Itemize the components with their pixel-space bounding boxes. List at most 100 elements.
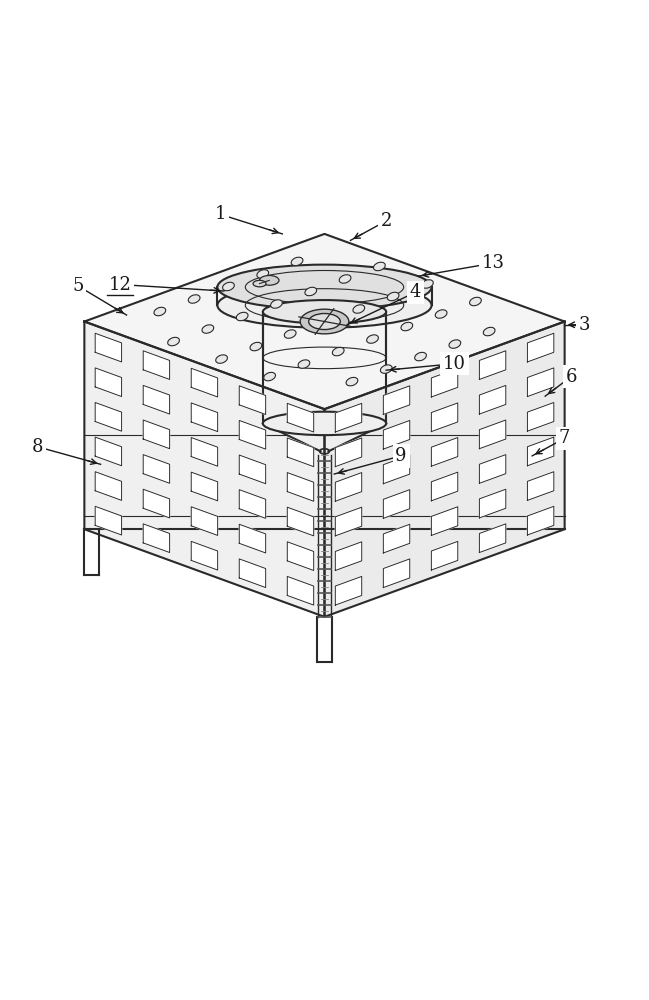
Ellipse shape [401,322,413,331]
Polygon shape [336,507,361,536]
Ellipse shape [387,292,399,301]
Ellipse shape [260,275,279,285]
Ellipse shape [484,327,495,336]
Text: 12: 12 [108,276,132,294]
Ellipse shape [291,257,303,266]
Polygon shape [528,506,554,535]
Polygon shape [336,542,361,570]
Polygon shape [336,576,361,605]
Polygon shape [528,437,554,466]
Ellipse shape [167,337,179,346]
Polygon shape [336,473,361,501]
Polygon shape [432,507,458,535]
Ellipse shape [380,365,392,373]
Ellipse shape [217,283,432,328]
Polygon shape [384,524,410,553]
Ellipse shape [332,347,344,356]
Polygon shape [191,541,217,570]
Text: 10: 10 [443,355,466,373]
Ellipse shape [449,340,461,348]
Polygon shape [480,420,506,449]
Polygon shape [239,524,265,553]
Ellipse shape [339,275,351,283]
Ellipse shape [435,310,447,318]
Polygon shape [191,472,217,501]
Polygon shape [384,490,410,518]
Ellipse shape [253,280,266,287]
Polygon shape [432,403,458,432]
Text: 13: 13 [482,254,505,272]
Ellipse shape [284,330,296,338]
Polygon shape [263,423,386,451]
Polygon shape [384,559,410,588]
Polygon shape [191,438,217,466]
Polygon shape [480,489,506,518]
Text: 6: 6 [565,368,577,386]
Polygon shape [95,333,121,362]
Polygon shape [239,455,265,484]
Polygon shape [432,368,458,397]
Polygon shape [480,351,506,379]
Ellipse shape [215,355,227,363]
Ellipse shape [257,270,269,278]
Ellipse shape [367,335,378,343]
Polygon shape [143,489,169,518]
Polygon shape [239,490,265,518]
Polygon shape [432,438,458,466]
Polygon shape [239,386,265,414]
Polygon shape [528,472,554,500]
Polygon shape [480,455,506,483]
Polygon shape [480,524,506,553]
Polygon shape [336,403,361,432]
Polygon shape [95,368,121,397]
Polygon shape [432,472,458,501]
Polygon shape [384,386,410,414]
Polygon shape [84,322,324,617]
Polygon shape [95,472,121,500]
Polygon shape [84,234,565,409]
Polygon shape [528,333,554,362]
Text: 5: 5 [72,277,84,295]
Polygon shape [143,524,169,553]
Polygon shape [432,541,458,570]
Text: 3: 3 [578,316,590,334]
Polygon shape [191,403,217,432]
Text: 1: 1 [215,205,227,223]
Polygon shape [336,438,361,467]
Polygon shape [288,542,313,570]
Polygon shape [324,322,565,617]
Ellipse shape [263,412,386,435]
Ellipse shape [298,360,310,368]
Text: 9: 9 [395,447,407,465]
Ellipse shape [202,325,214,333]
Polygon shape [288,438,313,467]
Polygon shape [143,385,169,414]
Polygon shape [528,402,554,431]
Ellipse shape [154,307,165,316]
Ellipse shape [305,287,317,296]
Polygon shape [288,507,313,536]
Ellipse shape [223,282,234,291]
Polygon shape [239,559,265,588]
Polygon shape [528,368,554,397]
Polygon shape [384,455,410,484]
Ellipse shape [263,300,386,324]
Ellipse shape [250,342,262,351]
Polygon shape [143,420,169,449]
Ellipse shape [470,297,482,306]
Ellipse shape [300,309,349,334]
Polygon shape [191,368,217,397]
Ellipse shape [188,295,200,303]
Polygon shape [288,576,313,605]
Text: 8: 8 [32,438,43,456]
Ellipse shape [422,280,434,288]
Text: 2: 2 [380,212,392,230]
Text: 4: 4 [410,283,421,301]
Ellipse shape [217,265,432,310]
Polygon shape [384,420,410,449]
Ellipse shape [346,377,358,386]
Polygon shape [143,351,169,379]
Polygon shape [95,506,121,535]
Polygon shape [191,507,217,535]
Polygon shape [239,420,265,449]
